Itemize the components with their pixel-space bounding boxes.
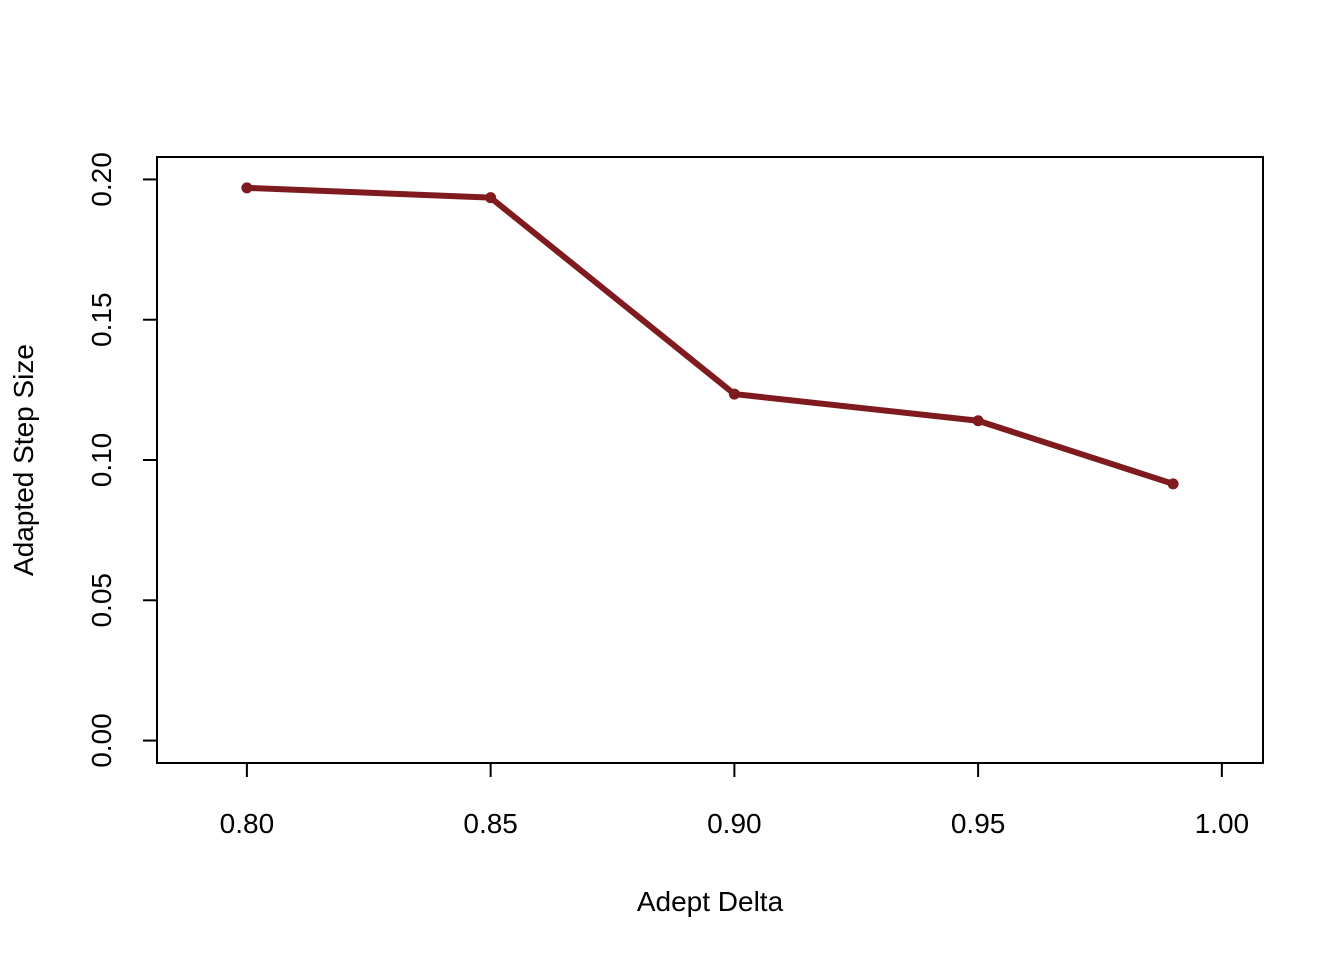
x-tick-label: 0.85: [463, 808, 518, 839]
y-tick-label: 0.05: [86, 573, 117, 628]
y-axis-label: Adapted Step Size: [8, 344, 39, 576]
x-tick-label: 0.80: [220, 808, 275, 839]
y-tick-label: 0.15: [86, 292, 117, 347]
x-tick-label: 1.00: [1195, 808, 1250, 839]
x-tick-label: 0.90: [707, 808, 762, 839]
data-point: [485, 192, 497, 204]
data-point: [972, 415, 984, 427]
series-layer: [241, 182, 1179, 490]
y-axis: 0.00 0.05 0.10 0.15 0.20: [86, 152, 158, 768]
y-tick-label: 0.10: [86, 433, 117, 488]
data-point: [1167, 478, 1179, 490]
data-point: [728, 388, 740, 400]
series-line: [243, 184, 1177, 487]
data-point: [241, 182, 253, 194]
x-axis-label: Adept Delta: [637, 886, 784, 917]
x-axis: 0.80 0.85 0.90 0.95 1.00: [220, 762, 1250, 839]
x-tick-label: 0.95: [951, 808, 1006, 839]
y-tick-label: 0.00: [86, 713, 117, 768]
y-tick-label: 0.20: [86, 152, 117, 207]
